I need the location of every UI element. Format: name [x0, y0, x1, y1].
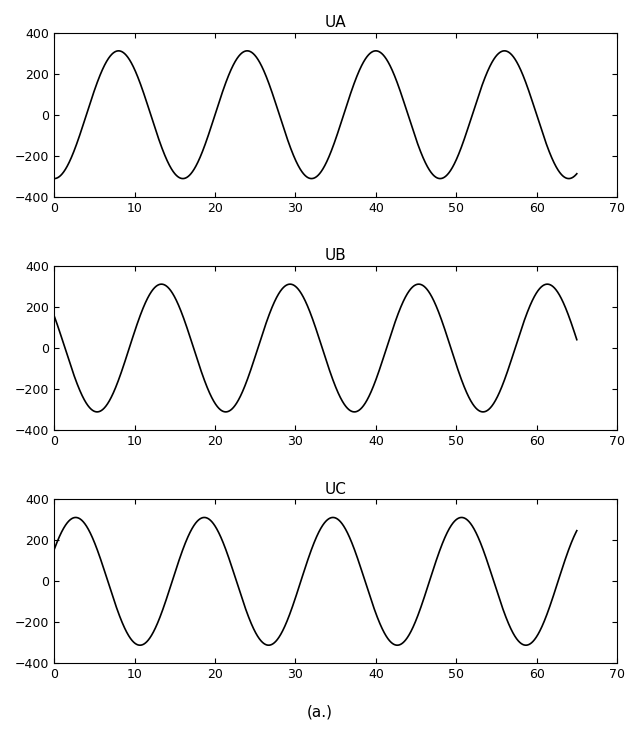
Text: (a.): (a.) [307, 705, 333, 720]
Title: UA: UA [325, 15, 346, 30]
Title: UB: UB [324, 248, 346, 263]
Title: UC: UC [324, 482, 346, 497]
